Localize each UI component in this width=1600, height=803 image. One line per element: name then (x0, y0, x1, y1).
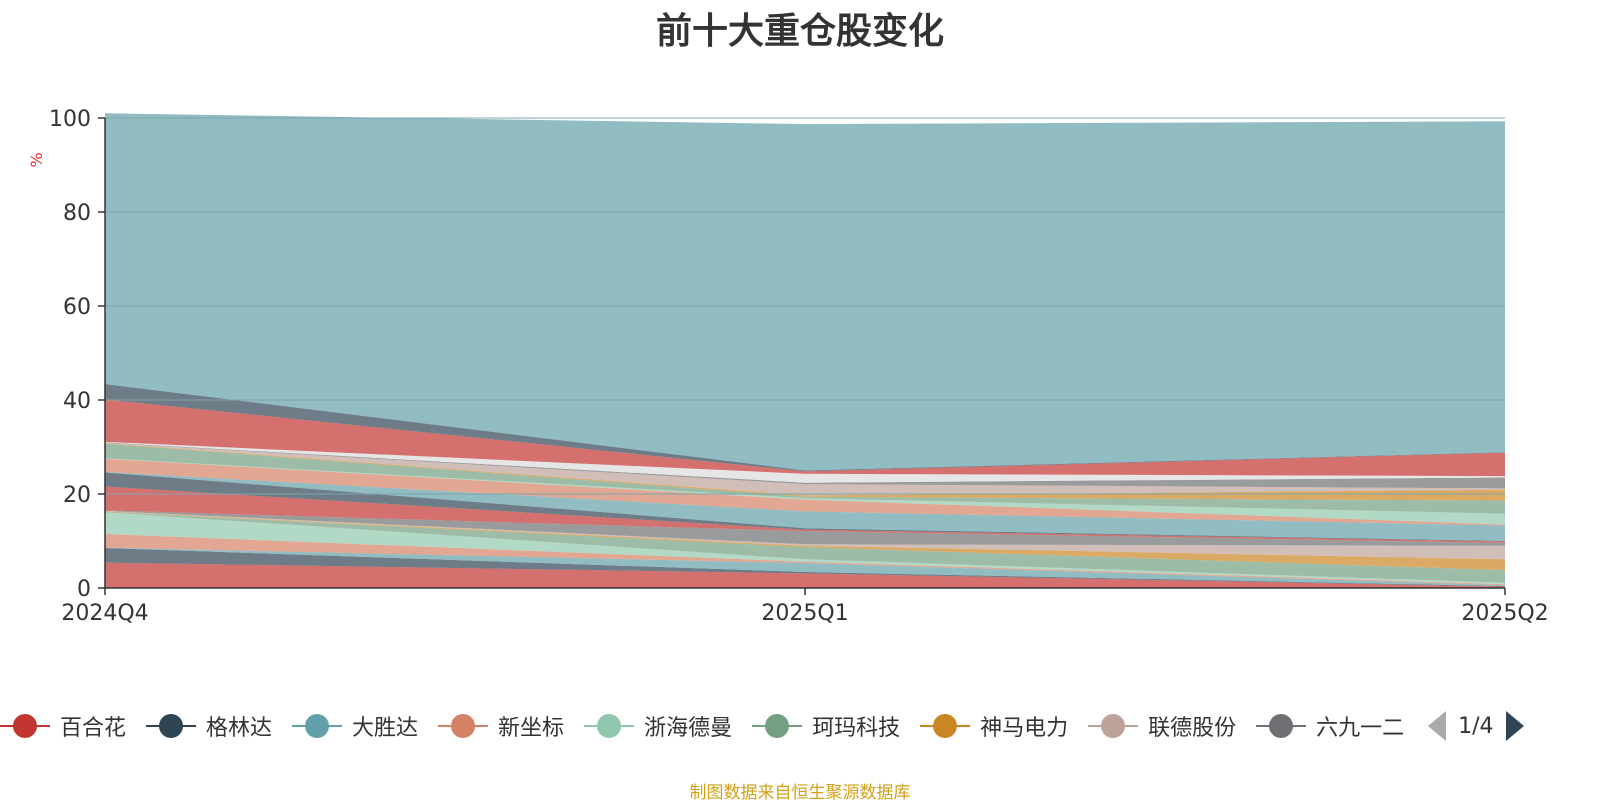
legend-label: 新坐标 (498, 716, 565, 741)
legend-next-page-icon[interactable] (1505, 711, 1524, 741)
axes: 0 20 40 60 80 100 2024Q4 2025Q1 2025Q2% (27, 107, 1549, 626)
area-series-5 (105, 511, 1505, 583)
data-source-note: 制图数据来自恒生聚源数据库 (689, 783, 911, 803)
area-series-15 (105, 443, 1505, 501)
legend-marker-icon (0, 711, 50, 741)
area-series-9 (105, 486, 1505, 543)
legend-prev-page-icon[interactable] (1428, 711, 1447, 741)
area-series-8 (105, 510, 1505, 546)
legend-label: 浙海德曼 (644, 716, 733, 741)
area-series-group (105, 113, 1505, 588)
legend: 百合花 格林达 大胜达 新坐标 浙海德曼 珂玛科技 神马电力 联德股份 六九一二 1/4 (0, 706, 1524, 746)
legend-label: 百合花 (60, 716, 127, 741)
area-series-20 (105, 384, 1505, 472)
chart-title: 前十大重仓股变化 (655, 11, 944, 52)
legend-item[interactable]: 大胜达 (292, 710, 418, 742)
area-series-11 (105, 471, 1505, 541)
legend-label: 联德股份 (1148, 716, 1237, 741)
area-series-3 (105, 534, 1505, 586)
legend-marker-icon (1256, 711, 1307, 741)
legend-item[interactable]: 格林达 (146, 710, 272, 742)
legend-item[interactable]: 百合花 (0, 710, 126, 742)
x-tick-label: 2024Q4 (61, 601, 148, 626)
grid-lines (105, 117, 1505, 495)
legend-label: 神马电力 (980, 716, 1069, 741)
area-series-2 (105, 547, 1505, 587)
stacked-area-chart: 0 20 40 60 80 100 2024Q4 2025Q1 2025Q2% (27, 107, 1549, 626)
legend-marker-icon (438, 711, 489, 741)
y-tick-label: 0 (77, 577, 91, 602)
legend-item[interactable]: 神马电力 (920, 710, 1068, 742)
legend-item[interactable]: 联德股份 (1088, 710, 1236, 742)
legend-marker-icon (146, 711, 197, 741)
legend-item[interactable]: 新坐标 (438, 710, 564, 742)
legend-label: 珂玛科技 (812, 716, 901, 741)
legend-label: 六九一二 (1316, 716, 1405, 741)
y-tick-label: 40 (63, 389, 91, 414)
y-tick-label: 80 (63, 201, 91, 226)
area-series-13 (105, 458, 1505, 525)
area-series-16 (105, 442, 1505, 496)
area-series-17 (105, 442, 1505, 489)
legend-marker-icon (584, 711, 635, 741)
legend-item[interactable]: 珂玛科技 (752, 710, 900, 742)
area-series-14 (105, 443, 1505, 514)
area-series-18 (105, 441, 1505, 483)
area-series-7 (105, 510, 1505, 560)
x-tick-label: 2025Q2 (1461, 601, 1548, 626)
legend-label: 格林达 (206, 716, 273, 741)
legend-page-indicator: 1/4 (1458, 713, 1494, 739)
y-tick-label: 100 (49, 107, 91, 132)
legend-pager: 1/4 (1428, 711, 1524, 741)
x-tick-label: 2025Q1 (761, 601, 848, 626)
area-series-21 (105, 113, 1505, 471)
legend-marker-icon (752, 711, 803, 741)
y-tick-label: 20 (63, 483, 91, 508)
y-axis-label: % (27, 152, 46, 167)
legend-marker-icon (920, 711, 971, 741)
legend-label: 大胜达 (352, 716, 419, 741)
legend-marker-icon (292, 711, 343, 741)
legend-item[interactable]: 浙海德曼 (584, 710, 732, 742)
y-tick-label: 60 (63, 295, 91, 320)
area-series-19 (105, 399, 1505, 477)
legend-item[interactable]: 六九一二 (1256, 710, 1404, 742)
area-series-6 (105, 511, 1505, 571)
area-series-0 (105, 562, 1505, 588)
legend-marker-icon (1088, 711, 1139, 741)
